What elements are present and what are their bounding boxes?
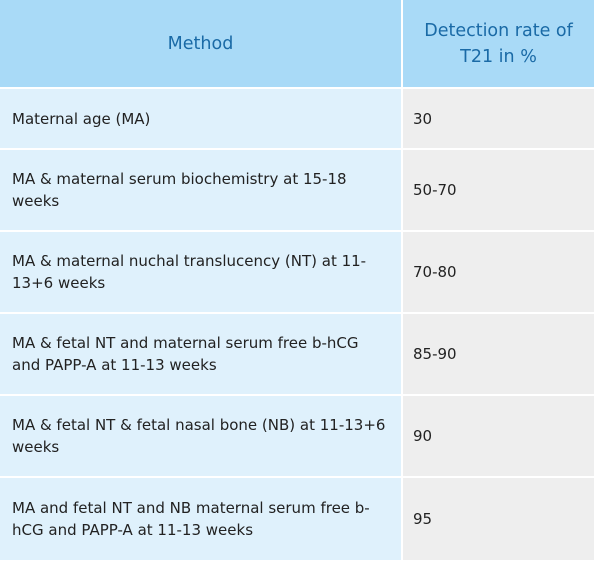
table-row-5-rate: 90 — [403, 396, 594, 478]
header-detection-rate: Detection rate of T21 in % — [403, 0, 594, 89]
method-text: MA & fetal NT & fetal nasal bone (NB) at… — [12, 416, 386, 456]
table-row-3-rate: 70-80 — [403, 232, 594, 314]
rate-text: 90 — [413, 427, 433, 445]
table-row-3-method: MA & maternal nuchal translucency (NT) a… — [0, 232, 403, 314]
table-row-6-method: MA and fetal NT and NB maternal serum fr… — [0, 478, 403, 562]
table-row-4-rate: 85-90 — [403, 314, 594, 396]
table-row-6-rate: 95 — [403, 478, 594, 562]
method-text: MA and fetal NT and NB maternal serum fr… — [12, 499, 370, 539]
header-method: Method — [0, 0, 403, 89]
rate-text: 95 — [413, 510, 433, 528]
table-row-1-method: Maternal age (MA) — [0, 89, 403, 150]
method-text: Maternal age (MA) — [12, 109, 151, 128]
rate-text: 70-80 — [413, 263, 457, 281]
method-text: MA & fetal NT and maternal serum free b-… — [12, 334, 359, 374]
header-detection-rate-label: Detection rate of T21 in % — [424, 20, 573, 67]
header-method-label: Method — [167, 33, 234, 54]
table-row-2-method: MA & maternal serum biochemistry at 15-1… — [0, 150, 403, 232]
table-row-5-method: MA & fetal NT & fetal nasal bone (NB) at… — [0, 396, 403, 478]
table-row-4-method: MA & fetal NT and maternal serum free b-… — [0, 314, 403, 396]
table-row-2-rate: 50-70 — [403, 150, 594, 232]
rate-text: 30 — [413, 109, 433, 128]
rate-text: 50-70 — [413, 181, 457, 199]
method-text: MA & maternal serum biochemistry at 15-1… — [12, 170, 347, 210]
rate-text: 85-90 — [413, 345, 457, 363]
table-row-1-rate: 30 — [403, 89, 594, 150]
method-text: MA & maternal nuchal translucency (NT) a… — [12, 252, 367, 292]
